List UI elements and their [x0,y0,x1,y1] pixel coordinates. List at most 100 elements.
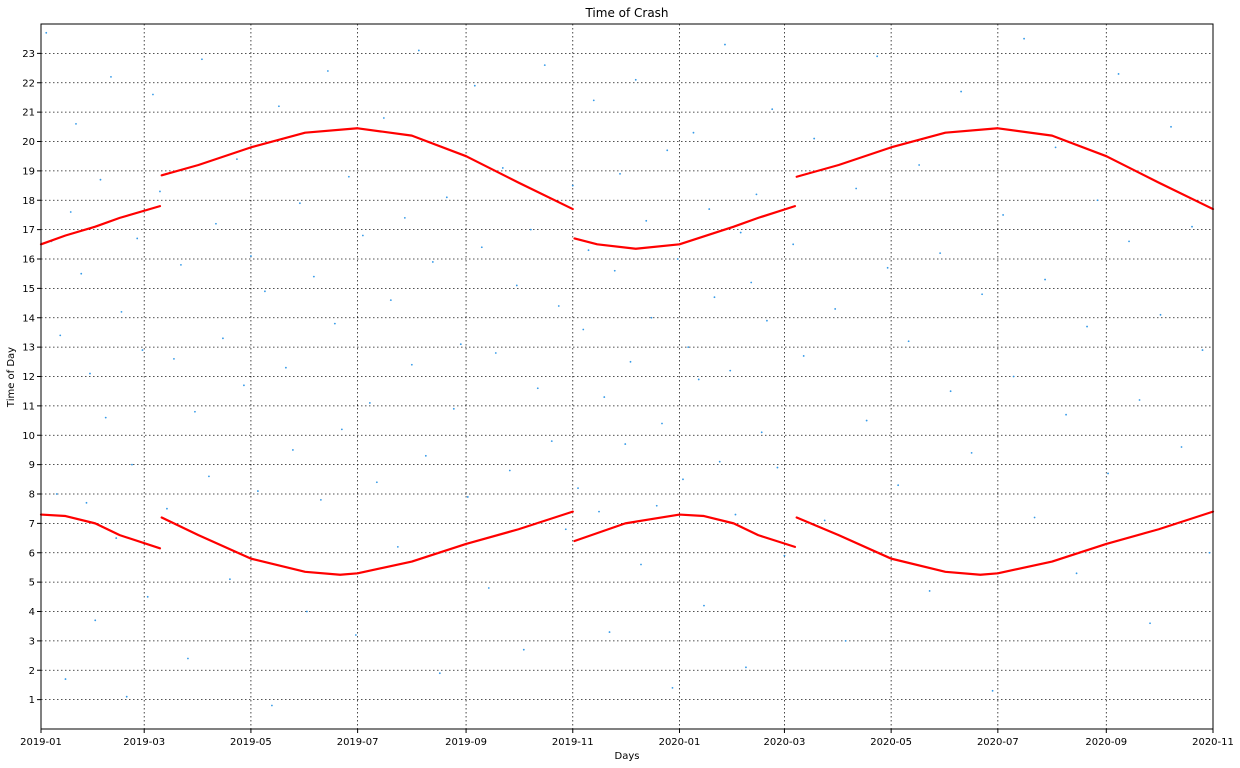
scatter-point [671,686,674,689]
scatter-point [85,501,88,504]
scatter-point [64,678,67,680]
scatter-point [1002,214,1004,216]
scatter-point [608,631,611,633]
y-tick-label-8: 8 [29,490,35,501]
scatter-point [598,510,600,513]
red-curve-segment-7 [573,513,797,548]
scatter-point [257,490,259,492]
scatter-point [655,504,658,507]
scatter-point [243,384,245,387]
scatter-point [1191,225,1193,228]
scatter-point [89,372,91,375]
scatter-point [907,340,910,343]
x-tick-label-2020-05: 2020-05 [870,737,912,748]
y-tick-label-12: 12 [22,372,35,383]
y-tick-label-2: 2 [29,666,35,677]
scatter-point [745,666,747,669]
x-tick-label-2019-01: 2019-01 [20,737,62,748]
scatter-point [844,639,847,642]
scatter-point [823,519,826,522]
scatter-point [201,58,203,61]
y-tick-label-18: 18 [22,196,35,207]
scatter-point [146,595,149,598]
y-tick-label-23: 23 [22,49,35,60]
scatter-point [619,172,621,175]
x-tick-label-2019-11: 2019-11 [552,737,594,748]
scatter-point [634,78,637,81]
red-curve-segment-4 [795,127,1215,211]
y-tick-label-17: 17 [22,225,35,236]
y-tick-label-16: 16 [22,255,35,266]
red-curves [39,127,1215,576]
y-axis-title: Time of Day [6,347,17,408]
scatter-point [396,545,399,548]
scatter-point [110,75,112,78]
scatter-point [529,228,532,231]
scatter-point [603,396,606,398]
scatter-point [624,443,627,445]
scatter-point [687,346,690,349]
y-tick-label-9: 9 [29,460,35,471]
y-tick-label-7: 7 [29,519,35,530]
red-curve-segment-1 [39,205,162,246]
scatter-point [271,704,273,707]
scatter-point [550,440,553,443]
scatter-point [713,296,716,299]
scatter-point [1117,73,1120,75]
scatter-point [382,117,385,119]
scatter-point [1138,399,1141,401]
y-tick-label-11: 11 [22,401,35,412]
scatter-point [1208,551,1211,554]
scatter-point [1044,278,1046,281]
red-curve-segment-8 [795,510,1215,576]
scatter-point [264,290,266,293]
scatter-point [99,178,102,181]
scatter-point [666,149,669,152]
scatter-point [629,360,632,363]
scatter-point [577,487,579,490]
scatter-point [865,419,868,422]
scatter-point [676,258,679,260]
x-tick-label-2019-09: 2019-09 [445,737,487,748]
scatter-point [1149,622,1151,625]
scatter-point [834,308,837,310]
scatter-point [501,167,504,169]
scatter-point [208,475,210,478]
scatter-point [466,496,469,498]
scatter-point [750,281,753,284]
scatter-point [115,537,118,539]
scatter-point [1086,325,1088,328]
scatter-point [613,269,616,272]
scatter-point [1033,516,1036,519]
scatter-point [438,672,441,675]
scatter-point [389,299,392,302]
scatter-point [645,219,648,222]
scatter-point [724,43,726,46]
scatter-point [1075,572,1078,575]
scatter-point [166,507,168,510]
scatter-point [354,634,357,636]
x-tick-label-2019-05: 2019-05 [230,737,272,748]
scatter-point [347,175,350,178]
scatter-point [734,513,737,516]
scatter-point [494,352,497,354]
scatter-point [508,469,511,472]
scatter-point [960,90,963,93]
scatter-point [136,237,139,240]
scatter-point [802,355,805,357]
scatter-point [375,481,378,484]
scatter-point [939,252,942,255]
y-tick-label-21: 21 [22,108,35,119]
scatter-point [69,211,72,213]
scatter-point [104,416,107,419]
red-curve-segment-3 [573,205,797,250]
scatter-point [1054,146,1057,149]
scatter-point [682,478,684,481]
scatter-point [1128,240,1130,243]
scatter-point [543,64,546,67]
y-tick-label-14: 14 [22,313,35,324]
scatter-point [480,246,483,249]
scatter-point [80,272,83,275]
